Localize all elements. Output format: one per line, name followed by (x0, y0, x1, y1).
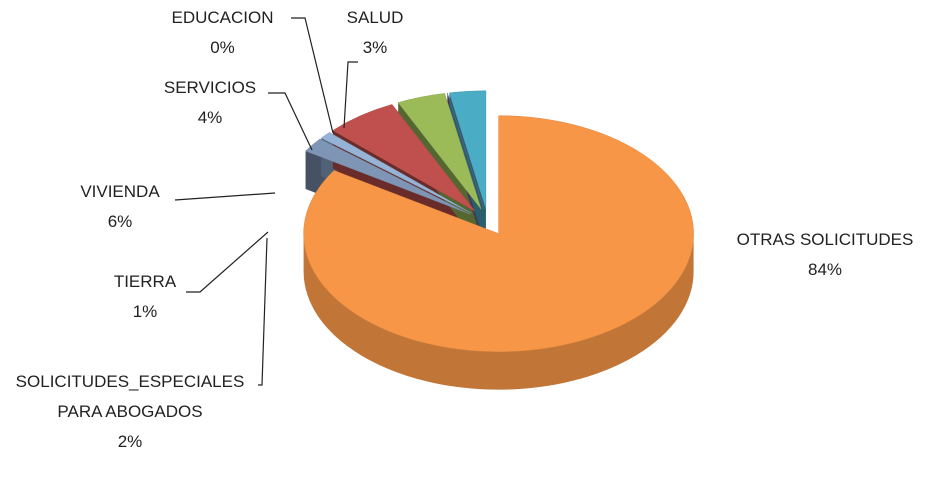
slice (303, 115, 694, 352)
data-label: SOLICITUDES_ESPECIALES PARA ABOGADOS 2% (10, 367, 250, 457)
leader-line (258, 237, 268, 386)
category-label: SERVICIOS (163, 78, 257, 97)
value-label: 3% (362, 38, 388, 57)
leader-line (343, 61, 358, 129)
slice-tops (303, 90, 694, 352)
value-label: 1% (132, 302, 158, 321)
data-label: SALUD 3% (320, 3, 430, 63)
slice (449, 90, 487, 209)
slice (397, 93, 482, 210)
value-label: 84% (807, 260, 843, 279)
category-label: OTRAS SOLICITUDES (736, 230, 914, 249)
slice-side (303, 233, 694, 390)
data-label: VIVIENDA 6% (45, 177, 195, 237)
category-label: VIVIENDA (80, 182, 160, 201)
slice (320, 132, 472, 214)
data-label: SERVICIOS 4% (130, 73, 290, 133)
value-label: 0% (210, 38, 235, 57)
slice (305, 138, 471, 215)
category-label: EDUCACION (171, 8, 274, 27)
data-label: TIERRA 1% (90, 267, 200, 327)
category-label: SALUD (346, 8, 404, 27)
data-label: EDUCACION 0% (140, 3, 305, 63)
leader-line (268, 92, 313, 151)
leader-line (186, 231, 269, 293)
value-label: 2% (117, 432, 143, 451)
leader-line (174, 192, 276, 201)
value-label: 6% (107, 212, 133, 231)
leader-line (291, 17, 334, 134)
category-label: TIERRA (113, 272, 177, 291)
value-label: 4% (197, 108, 223, 127)
category-label: SOLICITUDES_ESPECIALES PARA ABOGADOS (15, 372, 245, 421)
data-label: OTRAS SOLICITUDES 84% (700, 225, 948, 285)
